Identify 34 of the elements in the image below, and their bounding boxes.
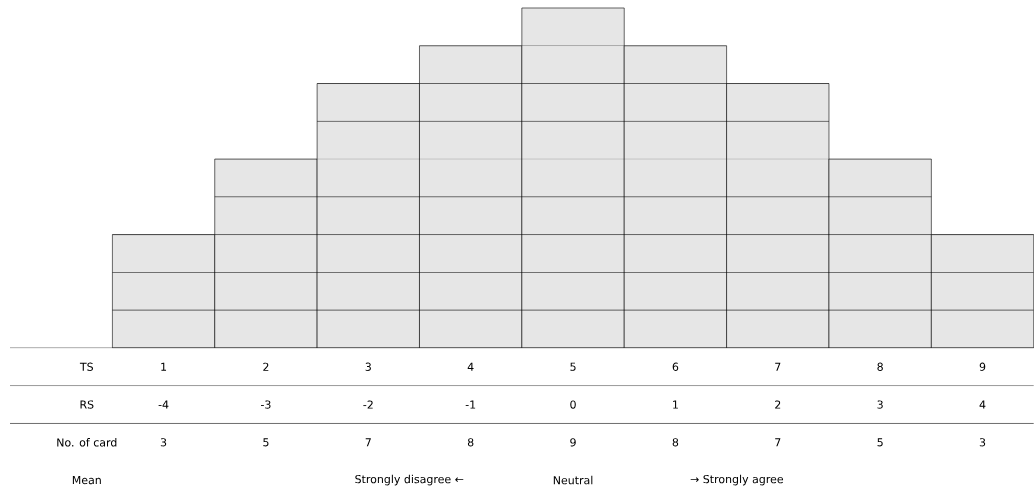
text: Mean xyxy=(72,476,101,485)
data-label: 3 xyxy=(160,438,167,447)
data-label: 8 xyxy=(467,438,474,447)
data-label: 9 xyxy=(570,438,576,447)
x-tick-label: 1 xyxy=(161,362,167,371)
text: 1 xyxy=(673,400,678,409)
text: Strongly disagree ← xyxy=(355,474,464,486)
x-tick-label: 8 xyxy=(877,362,883,372)
data-label: 3 xyxy=(979,438,986,447)
text: → Strongly agree xyxy=(690,474,784,486)
data-label: 8 xyxy=(672,438,679,447)
text: 0 xyxy=(570,400,576,409)
text: -2 xyxy=(363,400,373,409)
data-label: 7 xyxy=(775,438,781,447)
text: -3 xyxy=(260,400,271,409)
text: -4 xyxy=(158,400,169,409)
data-label: 5 xyxy=(877,438,883,447)
text: RS xyxy=(80,400,94,409)
x-axis-title: TS xyxy=(79,362,94,372)
data-label: 7 xyxy=(365,438,371,447)
text: No. of card xyxy=(57,438,117,447)
text: -1 xyxy=(465,400,476,409)
x-tick-label: 7 xyxy=(775,362,781,371)
text: 3 xyxy=(877,400,883,409)
x-tick-label: 9 xyxy=(979,362,986,372)
x-tick-label: 4 xyxy=(467,362,474,371)
text: 4 xyxy=(979,400,986,409)
data-label: 5 xyxy=(263,438,269,447)
x-tick-label: 3 xyxy=(365,362,371,372)
x-tick-label: 5 xyxy=(570,362,576,371)
text: Neutral xyxy=(553,475,593,485)
x-tick-label: 2 xyxy=(263,362,269,371)
text: 2 xyxy=(775,400,781,409)
x-tick-label: 6 xyxy=(672,362,679,372)
